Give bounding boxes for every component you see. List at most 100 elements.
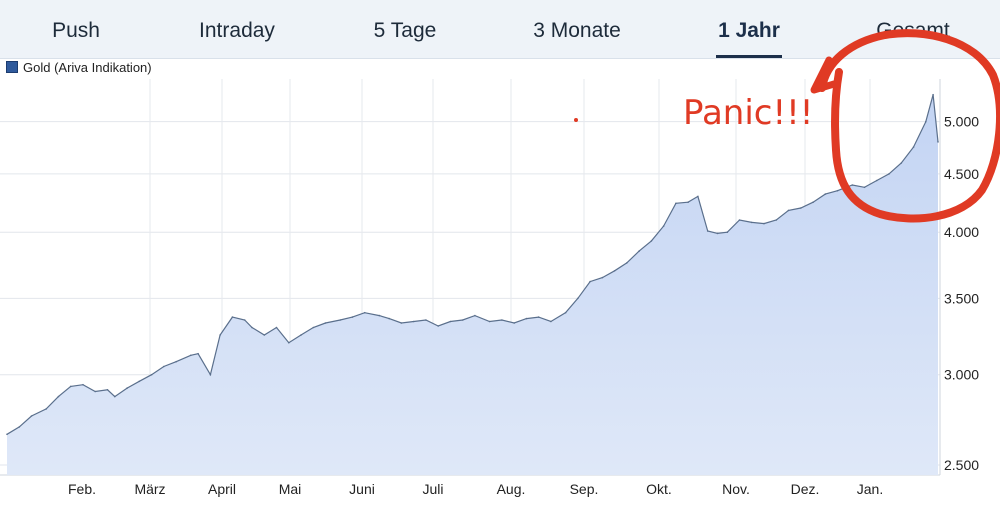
- data-point: [900, 162, 903, 164]
- data-point: [400, 322, 403, 324]
- data-point: [513, 322, 515, 324]
- data-point: [650, 240, 653, 242]
- annotation-dot: [574, 118, 578, 122]
- x-tick-label: April: [208, 481, 236, 497]
- data-point: [30, 415, 33, 417]
- data-point: [863, 186, 866, 189]
- data-point: [126, 387, 128, 389]
- x-tick-label: Sep.: [570, 481, 599, 497]
- data-point: [836, 189, 839, 192]
- data-point: [888, 173, 890, 175]
- tab-5-tage[interactable]: 5 Tage: [364, 0, 446, 58]
- data-point: [175, 360, 177, 363]
- data-point: [787, 209, 790, 212]
- tab-3-monate[interactable]: 3 Monate: [524, 0, 630, 58]
- data-point: [437, 325, 440, 327]
- data-point: [812, 201, 814, 203]
- tab-intraday[interactable]: Intraday: [188, 0, 286, 58]
- data-point: [163, 365, 165, 368]
- data-point: [601, 276, 604, 279]
- data-point: [501, 319, 503, 321]
- data-point: [57, 395, 60, 398]
- annotation-circle: [818, 29, 1000, 223]
- legend-label: Gold (Ariva Indikation): [23, 60, 152, 75]
- data-point: [613, 270, 616, 272]
- tab-label: Push: [52, 19, 100, 42]
- data-point: [138, 380, 141, 383]
- data-point: [363, 311, 366, 314]
- data-point: [775, 219, 778, 221]
- data-point: [876, 179, 878, 182]
- data-point: [45, 408, 47, 410]
- y-tick-label: 5.000: [944, 114, 979, 130]
- data-point: [564, 311, 567, 314]
- data-point: [751, 221, 753, 224]
- data-point: [324, 322, 327, 324]
- tab-label: 1 Jahr: [718, 19, 780, 42]
- data-point: [675, 202, 677, 205]
- x-tick-label: Aug.: [497, 481, 526, 497]
- data-point: [150, 373, 153, 376]
- y-axis: 2.500 3.000 3.500 4.000 4.500 5.000: [944, 114, 979, 473]
- data-point: [197, 352, 199, 355]
- data-point: [312, 326, 315, 329]
- data-point: [697, 195, 699, 198]
- data-point: [589, 280, 591, 283]
- data-point: [69, 385, 72, 388]
- data-point: [94, 390, 96, 393]
- data-point: [209, 373, 212, 376]
- data-point: [263, 334, 266, 336]
- data-point: [662, 225, 665, 227]
- data-point: [18, 426, 21, 428]
- data-point: [912, 146, 915, 148]
- data-point: [726, 231, 729, 233]
- data-point: [550, 320, 552, 323]
- data-point: [243, 319, 246, 321]
- x-tick-label: Nov.: [722, 481, 750, 497]
- data-point: [351, 316, 354, 318]
- x-tick-label: Juni: [349, 481, 375, 497]
- data-point: [288, 341, 290, 344]
- data-point: [626, 262, 628, 264]
- active-tab-underline: [716, 55, 782, 58]
- x-tick-label: Feb.: [68, 481, 96, 497]
- data-point: [716, 232, 719, 235]
- data-point: [706, 230, 709, 232]
- data-point: [251, 326, 253, 329]
- y-tick-label: 4.000: [944, 224, 979, 240]
- data-point: [851, 184, 854, 186]
- x-tick-label: Dez.: [791, 481, 820, 497]
- y-tick-label: 3.000: [944, 367, 979, 383]
- y-tick-label: 4.500: [944, 166, 979, 182]
- area-layer: [6, 93, 939, 475]
- series-area-gold: [7, 94, 938, 475]
- y-tick-label: 3.500: [944, 290, 979, 306]
- data-point: [687, 201, 689, 203]
- tab-1-jahr[interactable]: 1 Jahr: [716, 0, 782, 58]
- data-point: [339, 319, 342, 321]
- data-point: [537, 316, 540, 318]
- tab-label: 3 Monate: [533, 19, 621, 42]
- chart-legend: Gold (Ariva Indikation): [6, 60, 152, 76]
- data-point: [738, 219, 741, 221]
- data-point: [525, 317, 528, 320]
- data-point: [577, 297, 579, 300]
- data-point: [425, 319, 427, 321]
- data-point: [800, 207, 802, 209]
- data-point: [937, 141, 939, 143]
- annotation: Panic!!!: [574, 29, 1000, 223]
- data-point: [275, 326, 278, 329]
- annotation-text: Panic!!!: [683, 93, 813, 133]
- x-tick-label: Mai: [279, 481, 302, 497]
- data-point: [449, 320, 452, 323]
- data-point: [925, 120, 927, 123]
- data-point: [114, 395, 116, 398]
- data-point: [638, 250, 640, 252]
- tab-push[interactable]: Push: [40, 0, 112, 58]
- data-point: [219, 334, 221, 336]
- data-point: [412, 320, 415, 323]
- x-tick-label: Juli: [422, 481, 443, 497]
- x-tick-label: Jan.: [857, 481, 883, 497]
- data-point: [190, 354, 192, 357]
